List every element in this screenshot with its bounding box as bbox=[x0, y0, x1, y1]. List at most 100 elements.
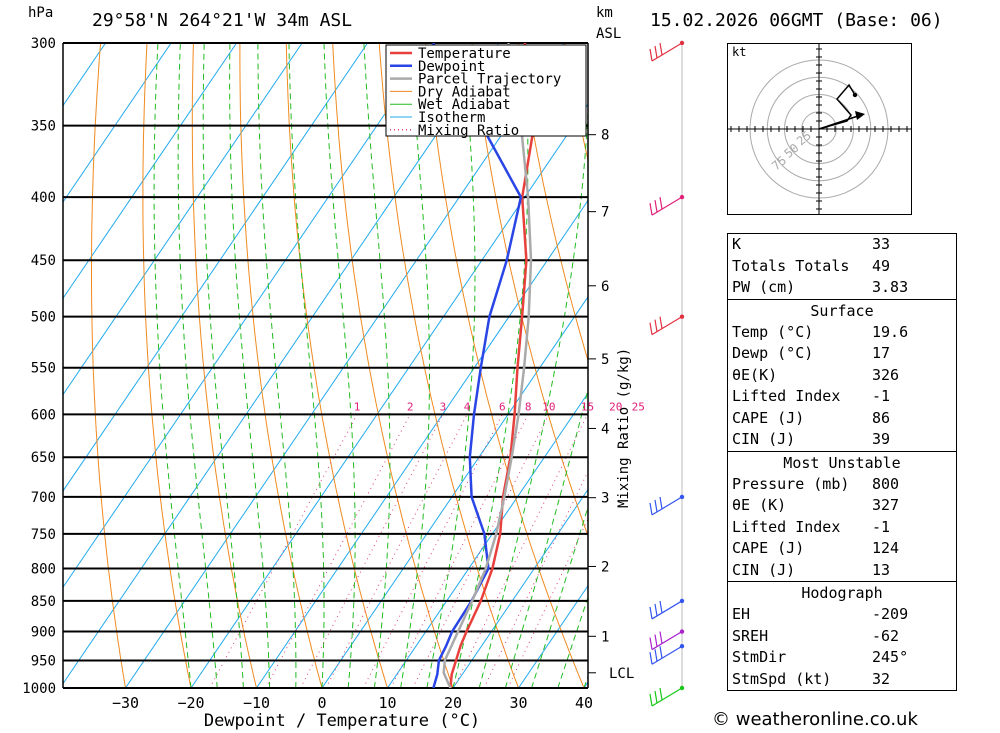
height-unit-label: km bbox=[596, 5, 613, 21]
mixing-ratio-tick-label: 1 bbox=[354, 400, 361, 413]
height-tick-label: 6 bbox=[601, 279, 609, 295]
wind-barb bbox=[649, 631, 683, 651]
isotherm-line bbox=[63, 43, 238, 300]
wet-adiabat-line bbox=[400, 43, 430, 688]
mu-row: Lifted Index -1 bbox=[728, 517, 956, 539]
surface-row: θE(K) 326 bbox=[728, 365, 956, 387]
hodo-label: EH bbox=[732, 605, 751, 623]
surface-value: 39 bbox=[872, 430, 891, 448]
hodo-label: StmDir bbox=[732, 648, 787, 666]
pressure-tick-label: 1000 bbox=[22, 681, 56, 697]
wind-barb bbox=[649, 316, 683, 336]
pressure-tick-label: 700 bbox=[31, 490, 56, 506]
legend-entry: Mixing Ratio bbox=[418, 123, 519, 139]
pressure-tick-label: 400 bbox=[31, 190, 56, 206]
hodo-row: EH -209 bbox=[728, 604, 956, 626]
pressure-unit-label: hPa bbox=[28, 5, 54, 21]
dry-adiabat-line bbox=[91, 43, 126, 688]
mixing-ratio-tick-label: 8 bbox=[525, 400, 532, 413]
isotherm-line bbox=[190, 103, 588, 688]
wind-barb-flag bbox=[659, 600, 663, 614]
wind-barb bbox=[649, 42, 683, 62]
storm-motion-arrowhead bbox=[855, 111, 865, 120]
index-value: 33 bbox=[872, 235, 891, 253]
index-table: K 33 Totals Totals 49 PW (cm) 3.83 Surface Te… bbox=[727, 233, 957, 691]
wind-barb-flag bbox=[659, 197, 663, 210]
dewpoint-profile bbox=[432, 43, 523, 688]
wet-adiabat-line bbox=[557, 595, 588, 688]
pressure-tick-label: 950 bbox=[31, 654, 56, 670]
isotherm-line bbox=[63, 43, 303, 396]
index-value: 49 bbox=[872, 256, 891, 275]
wind-barb-flag bbox=[654, 200, 658, 213]
pressure-tick-label: 550 bbox=[31, 361, 56, 377]
index-rows-general: K 33 Totals Totals 49 PW (cm) 3.83 bbox=[728, 234, 956, 299]
mu-label: Lifted Index bbox=[732, 517, 841, 536]
mu-value: 124 bbox=[872, 539, 900, 557]
index-value: 3.83 bbox=[872, 278, 909, 296]
mu-value: 13 bbox=[872, 560, 891, 579]
index-label: Totals Totals bbox=[732, 256, 850, 275]
height-tick-label: 4 bbox=[601, 421, 609, 437]
wet-adiabat-line bbox=[177, 43, 218, 688]
isotherm-line bbox=[63, 43, 172, 203]
hodo-row: SREH -62 bbox=[728, 626, 956, 648]
height-ref-label: ASL bbox=[596, 26, 622, 42]
pressure-tick-label: 900 bbox=[31, 625, 56, 641]
wind-barb-flag bbox=[654, 634, 658, 647]
dry-adiabat-line bbox=[983, 43, 1000, 688]
surface-value: -1 bbox=[872, 387, 891, 405]
dry-adiabat-line bbox=[518, 43, 588, 363]
index-row: PW (cm) 3.83 bbox=[728, 277, 956, 299]
height-tick-label: 2 bbox=[601, 559, 609, 575]
mu-row: CIN (J) 13 bbox=[728, 560, 956, 582]
mixing-ratio-line bbox=[507, 517, 588, 688]
surface-value: 86 bbox=[872, 408, 891, 427]
wind-barb-flag bbox=[659, 42, 663, 56]
legend-entry: Dewpoint bbox=[418, 59, 485, 75]
mu-row: CAPE (J) 124 bbox=[728, 538, 956, 560]
hodo-value: 32 bbox=[872, 669, 891, 688]
mixing-ratio-tick-label: 2 bbox=[407, 400, 414, 413]
wind-barb bbox=[649, 645, 683, 665]
hodo-value: -209 bbox=[872, 605, 909, 623]
height-tick-label: 3 bbox=[601, 491, 609, 507]
wind-barb bbox=[649, 196, 683, 216]
isotherm-line bbox=[387, 392, 588, 688]
wind-barb-flag bbox=[654, 649, 658, 662]
surface-label: CAPE (J) bbox=[732, 408, 805, 427]
index-row: K 33 bbox=[728, 234, 956, 256]
wet-adiabat-line bbox=[202, 43, 244, 688]
hodo-value: 245° bbox=[872, 648, 909, 666]
hodo-row: StmSpd (kt) 32 bbox=[728, 669, 956, 691]
wind-barb-flag bbox=[649, 606, 653, 620]
wind-barb-flag bbox=[654, 45, 658, 59]
surface-label: CIN (J) bbox=[732, 430, 796, 448]
wind-barb-flag bbox=[654, 603, 658, 617]
mixing-ratio-line bbox=[483, 470, 588, 688]
hodo-label: StmSpd (kt) bbox=[732, 669, 832, 688]
temperature-tick-label: 40 bbox=[575, 694, 593, 712]
dry-adiabat-line bbox=[332, 43, 454, 688]
dry-adiabat-line bbox=[378, 43, 519, 688]
wind-barb-flag bbox=[649, 322, 653, 335]
mixing-ratio-axis-label: Mixing Ratio (g/kg) bbox=[616, 348, 632, 508]
temperature-tick-label: 20 bbox=[444, 694, 462, 712]
wind-barb-flag bbox=[659, 687, 663, 701]
pressure-tick-label: 500 bbox=[31, 310, 56, 326]
surface-row: Dewp (°C) 17 bbox=[728, 343, 956, 365]
mu-label: Pressure (mb) bbox=[732, 474, 850, 493]
index-label: K bbox=[732, 235, 742, 253]
isotherm-line bbox=[63, 43, 434, 589]
mixing-ratio-line bbox=[265, 414, 411, 688]
pressure-tick-label: 850 bbox=[31, 594, 56, 610]
wind-barb-flag bbox=[654, 499, 658, 513]
surface-row: Temp (°C) 19.6 bbox=[728, 322, 956, 344]
datetime-title: 15.02.2026 06GMT (Base: 06) bbox=[650, 10, 943, 31]
mixing-ratio-tick-label: 20 bbox=[609, 400, 622, 413]
wet-adiabat-line bbox=[426, 43, 476, 688]
isotherm-line bbox=[256, 199, 588, 688]
surface-row: CIN (J) 39 bbox=[728, 429, 956, 451]
mu-value: 800 bbox=[872, 474, 900, 493]
